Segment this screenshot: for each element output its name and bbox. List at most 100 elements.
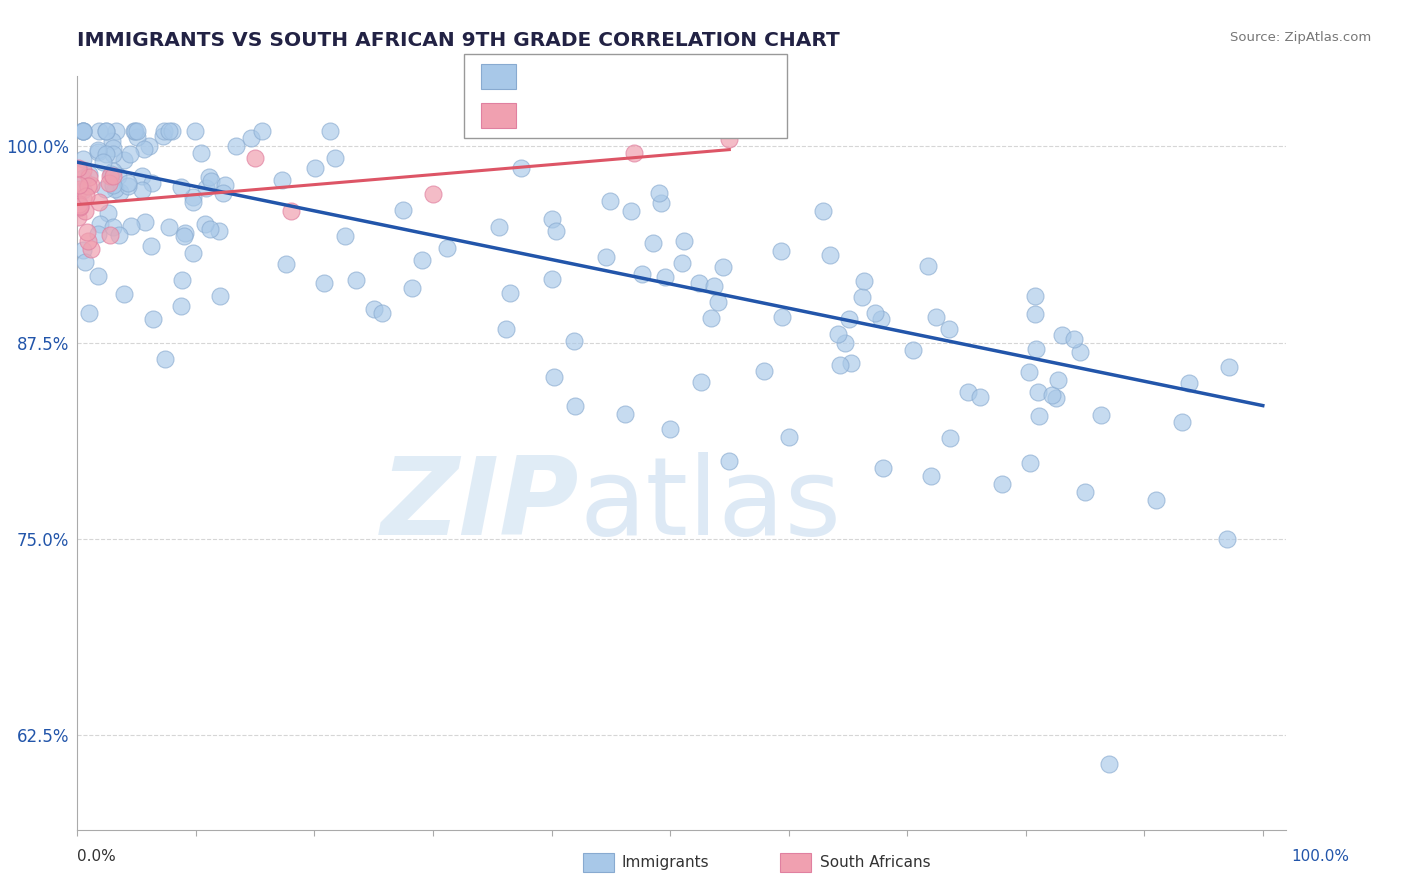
Point: [80, 178, 103, 192]
Point: [157, 124, 180, 138]
Point: [87, 124, 110, 138]
Point: [75, 189, 97, 203]
Point: [543, 369, 565, 384]
Point: [969, 390, 991, 404]
Point: [1028, 385, 1050, 400]
Point: [124, 124, 146, 138]
Point: [828, 358, 851, 372]
Point: [392, 203, 415, 218]
Point: [1144, 492, 1167, 507]
Point: [73, 203, 96, 218]
Point: [280, 204, 302, 219]
Point: [991, 477, 1014, 491]
Point: [79, 169, 101, 184]
Point: [67, 197, 90, 211]
Point: [97, 176, 120, 190]
Point: [153, 124, 176, 138]
Point: [1028, 409, 1050, 424]
Point: [1019, 456, 1042, 470]
Point: [770, 310, 793, 324]
Point: [1098, 756, 1121, 771]
Point: [659, 422, 682, 436]
Point: [956, 384, 979, 399]
Point: [620, 203, 643, 218]
Point: [98, 227, 121, 242]
Point: [938, 322, 960, 336]
Point: [541, 272, 564, 286]
Point: [495, 321, 517, 335]
Text: Immigrants: Immigrants: [621, 855, 709, 870]
Point: [152, 128, 174, 143]
Point: [72, 124, 94, 138]
Point: [422, 186, 444, 201]
Point: [401, 281, 423, 295]
Point: [510, 161, 533, 176]
Point: [142, 311, 165, 326]
Point: [1171, 416, 1194, 430]
Point: [160, 124, 183, 138]
Point: [181, 194, 204, 209]
Point: [276, 257, 298, 271]
Point: [623, 146, 645, 161]
Point: [94, 124, 117, 138]
Point: [67, 198, 90, 212]
Text: IMMIGRANTS VS SOUTH AFRICAN 9TH GRADE CORRELATION CHART: IMMIGRANTS VS SOUTH AFRICAN 9TH GRADE CO…: [77, 31, 839, 50]
Point: [544, 224, 567, 238]
Point: [170, 180, 193, 194]
Point: [250, 124, 273, 138]
Point: [1024, 308, 1046, 322]
Point: [72, 124, 94, 138]
Point: [363, 302, 385, 317]
Point: [1024, 289, 1046, 303]
Point: [101, 164, 124, 178]
Point: [711, 260, 734, 275]
Point: [614, 408, 637, 422]
Point: [96, 205, 118, 219]
Point: [134, 215, 156, 229]
Point: [1178, 376, 1201, 391]
Point: [271, 172, 294, 186]
Point: [86, 143, 108, 157]
Point: [72, 153, 94, 167]
Point: [157, 219, 180, 234]
Point: [66, 161, 89, 175]
Point: [98, 169, 121, 184]
Point: [79, 306, 101, 320]
Point: [174, 226, 197, 240]
Point: [183, 190, 205, 204]
Point: [770, 244, 793, 258]
Point: [1074, 485, 1097, 500]
Point: [1216, 532, 1239, 546]
Point: [599, 194, 621, 208]
Point: [72, 191, 94, 205]
Point: [671, 256, 693, 270]
Point: [718, 453, 741, 467]
Point: [72, 163, 94, 178]
Point: [181, 246, 204, 260]
Point: [1045, 392, 1067, 406]
Point: [811, 204, 834, 219]
Point: [73, 254, 96, 268]
Point: [1050, 328, 1073, 343]
Point: [699, 310, 721, 325]
Point: [110, 185, 132, 199]
Point: [938, 431, 960, 445]
Point: [901, 343, 924, 357]
Point: [105, 124, 128, 138]
Point: [917, 259, 939, 273]
Point: [499, 286, 522, 301]
Point: [132, 143, 155, 157]
Point: [87, 145, 110, 159]
Text: 100.0%: 100.0%: [1292, 849, 1350, 863]
Point: [688, 277, 710, 291]
Point: [488, 219, 510, 234]
Point: [839, 356, 862, 370]
Point: [101, 147, 124, 161]
Point: [1040, 388, 1063, 402]
Text: R = -0.578   N = 159: R = -0.578 N = 159: [526, 68, 707, 86]
Point: [94, 182, 117, 196]
Point: [141, 239, 163, 253]
Point: [96, 124, 118, 138]
Point: [648, 186, 671, 201]
Point: [69, 200, 91, 214]
